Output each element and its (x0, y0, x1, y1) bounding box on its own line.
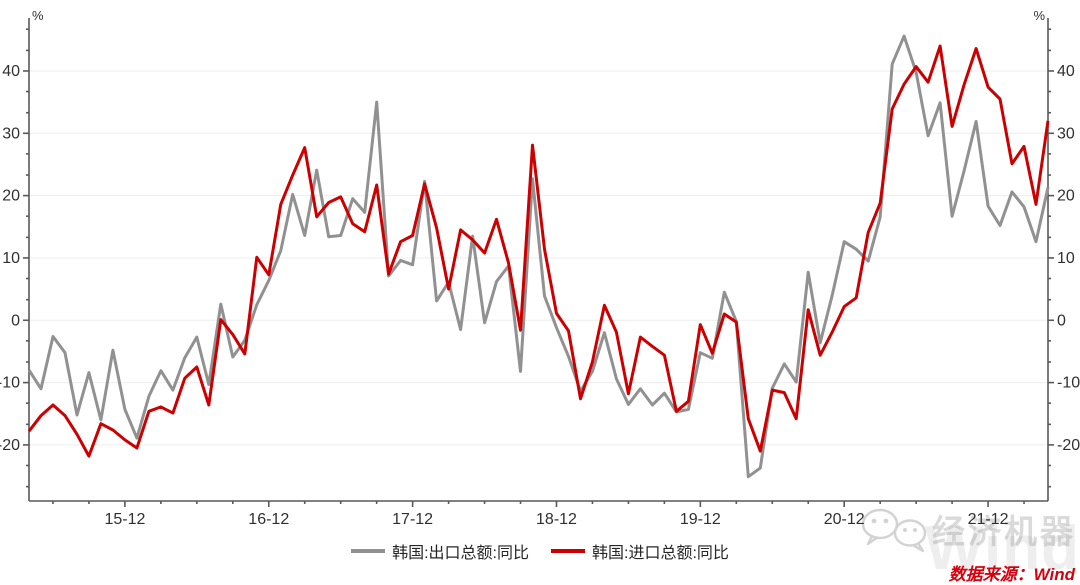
svg-text:21-12: 21-12 (968, 511, 1009, 528)
svg-text:10: 10 (2, 250, 20, 267)
svg-text:-10: -10 (0, 375, 20, 392)
svg-text:16-12: 16-12 (248, 511, 289, 528)
svg-text:20-12: 20-12 (824, 511, 865, 528)
svg-text:20: 20 (2, 188, 20, 205)
svg-text:18-12: 18-12 (536, 511, 577, 528)
wechat-watermark: 经济机器 (858, 500, 1076, 558)
wind-watermark: Wind (925, 514, 1080, 583)
legend-label-exports: 韩国:出口总额:同比 (392, 545, 529, 562)
svg-text:-10: -10 (1057, 375, 1080, 392)
svg-text:%: % (1033, 8, 1045, 23)
svg-text:15-12: 15-12 (104, 511, 145, 528)
svg-text:19-12: 19-12 (680, 511, 721, 528)
svg-text:10: 10 (1057, 250, 1075, 267)
legend-swatch-exports (351, 549, 386, 553)
wechat-watermark-label: 经济机器 (932, 513, 1076, 550)
legend: 韩国:出口总额:同比 韩国:进口总额:同比 (0, 539, 1080, 563)
legend-swatch-imports (551, 549, 585, 553)
svg-text:-20: -20 (0, 437, 20, 454)
svg-text:20: 20 (1057, 188, 1075, 205)
wechat-icon (861, 508, 927, 553)
svg-text:40: 40 (1057, 63, 1075, 80)
svg-text:%: % (32, 8, 44, 23)
svg-text:-20: -20 (1057, 437, 1080, 454)
svg-text:40: 40 (2, 63, 20, 80)
data-source-note: 数据来源：Wind (948, 565, 1075, 584)
svg-text:17-12: 17-12 (392, 511, 433, 528)
legend-label-imports: 韩国:进口总额:同比 (592, 545, 729, 562)
svg-text:0: 0 (11, 312, 20, 329)
svg-text:0: 0 (1057, 312, 1066, 329)
svg-text:30: 30 (1057, 125, 1075, 142)
svg-text:30: 30 (2, 125, 20, 142)
